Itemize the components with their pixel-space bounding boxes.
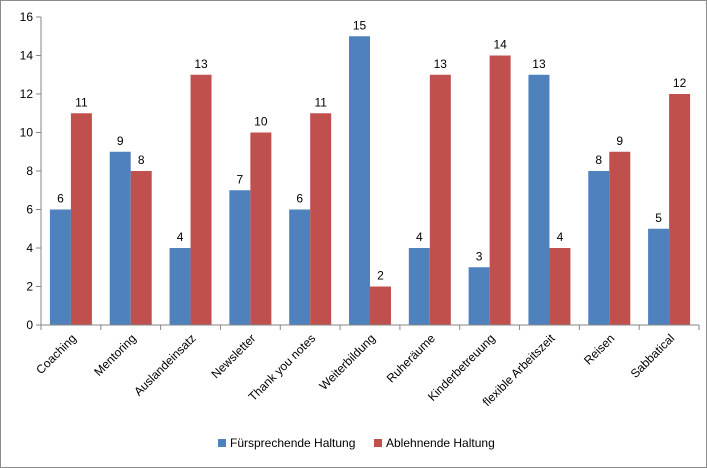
category-label: Reisen xyxy=(581,331,617,367)
y-tick-label: 0 xyxy=(26,318,33,332)
y-tick-label: 8 xyxy=(26,164,33,178)
bar-ablehnend xyxy=(250,132,272,325)
data-label: 10 xyxy=(254,115,268,129)
category-label: Weiterbildung xyxy=(316,331,378,393)
bar-ablehnend xyxy=(70,113,92,325)
bar-ablehnend xyxy=(549,248,571,325)
data-label: 11 xyxy=(75,95,88,109)
y-tick-label: 16 xyxy=(20,10,34,24)
bars xyxy=(49,36,691,325)
data-label: 7 xyxy=(237,172,244,186)
y-tick-label: 14 xyxy=(20,49,34,63)
data-label: 2 xyxy=(377,269,384,283)
category-label: Mentoring xyxy=(91,331,139,379)
data-label: 14 xyxy=(493,38,507,52)
legend-label: Fürsprechende Haltung xyxy=(230,436,355,450)
bar-ablehnend xyxy=(130,171,152,325)
legend-label: Ablehnende Haltung xyxy=(386,436,495,450)
data-label: 4 xyxy=(416,230,423,244)
bar-ablehnend xyxy=(489,55,511,325)
bar-fuersprechend xyxy=(468,267,490,325)
bar-fuersprechend xyxy=(109,151,131,325)
data-label: 9 xyxy=(616,134,623,148)
data-label: 15 xyxy=(353,18,367,32)
legend: Fürsprechende Haltung Ablehnende Haltung xyxy=(218,436,495,450)
data-label: 13 xyxy=(194,57,208,71)
y-tick-label: 6 xyxy=(26,203,33,217)
axes xyxy=(40,17,700,330)
data-label: 6 xyxy=(296,192,303,206)
bar-ablehnend xyxy=(669,94,691,325)
bar-ablehnend xyxy=(429,74,451,325)
category-label: Newsletter xyxy=(209,331,259,381)
data-label: 8 xyxy=(138,153,145,167)
category-label: Sabbatical xyxy=(628,331,678,381)
data-label: 6 xyxy=(57,192,64,206)
data-label: 11 xyxy=(314,95,327,109)
data-label: 12 xyxy=(673,76,687,90)
legend-swatch xyxy=(218,439,226,447)
data-label: 4 xyxy=(557,230,564,244)
data-label: 13 xyxy=(532,57,546,71)
bar-fuersprechend xyxy=(588,171,610,325)
bar-ablehnend xyxy=(370,286,391,325)
category-label: Auslandeinsatz xyxy=(131,331,198,398)
y-tick-label: 2 xyxy=(26,280,33,294)
bar-ablehnend xyxy=(190,74,212,325)
y-tick-label: 4 xyxy=(26,241,33,255)
bar-fuersprechend xyxy=(169,248,191,325)
data-label: 9 xyxy=(117,134,124,148)
y-axis-ticks: 0 2 4 6 8 10 12 14 16 xyxy=(20,10,41,332)
data-label: 4 xyxy=(177,230,184,244)
category-label: Coaching xyxy=(33,331,79,377)
legend-swatch xyxy=(374,439,382,447)
bar-fuersprechend xyxy=(49,209,71,325)
data-label: 5 xyxy=(655,211,662,225)
bar-fuersprechend xyxy=(648,228,670,325)
y-tick-label: 12 xyxy=(20,87,34,101)
y-tick-label: 10 xyxy=(20,126,34,140)
bar-ablehnend xyxy=(609,151,631,325)
data-label: 8 xyxy=(595,153,602,167)
bar-fuersprechend xyxy=(229,190,251,325)
category-label: Ruheräume xyxy=(384,331,438,385)
bar-fuersprechend xyxy=(349,36,370,325)
bar-fuersprechend xyxy=(408,248,430,325)
data-label: 13 xyxy=(434,57,448,71)
bar-fuersprechend xyxy=(289,209,311,325)
bar-fuersprechend xyxy=(528,74,550,325)
bar-ablehnend xyxy=(310,113,332,325)
data-label: 3 xyxy=(476,249,483,263)
